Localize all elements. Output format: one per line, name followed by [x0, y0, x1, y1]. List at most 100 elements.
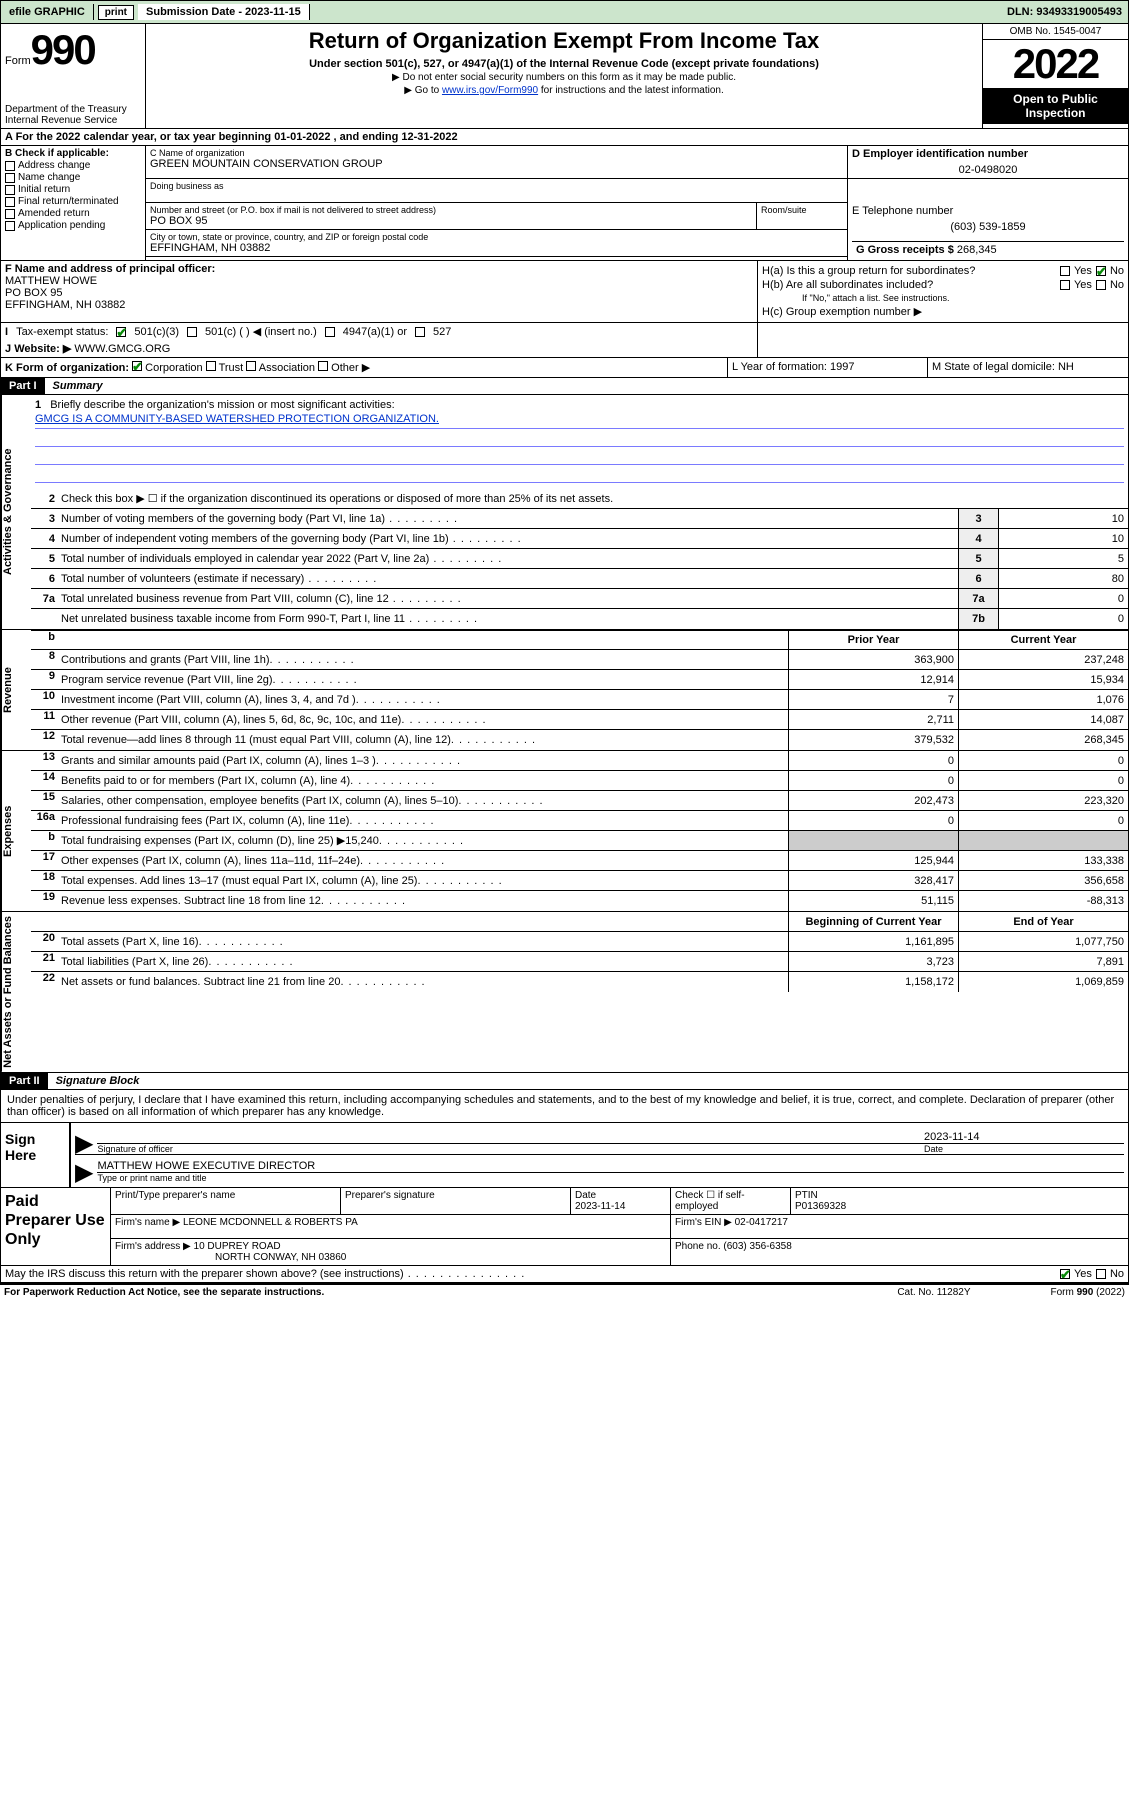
footer-cat: Cat. No. 11282Y — [897, 1287, 970, 1298]
irs-link[interactable]: www.irs.gov/Form990 — [442, 85, 538, 96]
row-k-l-m: K Form of organization: Corporation Trus… — [0, 358, 1129, 378]
sig-date-label: Date — [924, 1144, 1124, 1154]
table-row: 12Total revenue—add lines 8 through 11 (… — [31, 730, 1128, 750]
d-label: D Employer identification number — [852, 148, 1124, 160]
city-label: City or town, state or province, country… — [150, 232, 843, 242]
sig-date: 2023-11-14 — [924, 1131, 1124, 1143]
sig-officer-label: Signature of officer — [97, 1144, 924, 1154]
paid-title: Paid Preparer Use Only — [1, 1188, 111, 1265]
vtab-expenses: Expenses — [1, 751, 31, 911]
chk-corp[interactable] — [132, 361, 142, 371]
chk-final[interactable] — [5, 197, 15, 207]
chk-trust[interactable] — [206, 361, 216, 371]
table-row: 19Revenue less expenses. Subtract line 1… — [31, 891, 1128, 911]
table-row: 17Other expenses (Part IX, column (A), l… — [31, 851, 1128, 871]
table-row: 20Total assets (Part X, line 16)1,161,89… — [31, 932, 1128, 952]
chk-address[interactable] — [5, 161, 15, 171]
table-row: 18Total expenses. Add lines 13–17 (must … — [31, 871, 1128, 891]
firm-name: LEONE MCDONNELL & ROBERTS PA — [183, 1217, 358, 1228]
governance-section: Activities & Governance 1 Briefly descri… — [0, 395, 1129, 630]
section-b-to-g: B Check if applicable: Address change Na… — [0, 146, 1129, 261]
instruction-1: ▶ Do not enter social security numbers o… — [150, 72, 978, 83]
gov-line: 3Number of voting members of the governi… — [31, 509, 1128, 529]
hc-label: H(c) Group exemption number ▶ — [762, 305, 922, 318]
footer: For Paperwork Reduction Act Notice, see … — [0, 1283, 1129, 1300]
col-b-checkboxes: B Check if applicable: Address change Na… — [1, 146, 146, 260]
e-label: E Telephone number — [852, 205, 1124, 217]
prep-date: 2023-11-14 — [575, 1201, 625, 1212]
hb-yes[interactable] — [1060, 280, 1070, 290]
may-no[interactable] — [1096, 1269, 1106, 1279]
officer-name: MATTHEW HOWE — [5, 275, 753, 287]
table-row: 22Net assets or fund balances. Subtract … — [31, 972, 1128, 992]
chk-4947[interactable] — [325, 327, 335, 337]
officer-addr1: PO BOX 95 — [5, 287, 753, 299]
officer-addr2: EFFINGHAM, NH 03882 — [5, 299, 753, 311]
self-emp: Check ☐ if self-employed — [671, 1188, 791, 1214]
ha-no[interactable] — [1096, 266, 1106, 276]
sig-arrow-icon: ▶ — [75, 1134, 93, 1154]
hb-label: H(b) Are all subordinates included? — [762, 279, 1060, 291]
chk-501c[interactable] — [187, 327, 197, 337]
chk-name[interactable] — [5, 173, 15, 183]
may-yes[interactable] — [1060, 1269, 1070, 1279]
prior-year-hdr: Prior Year — [788, 631, 958, 649]
chk-assoc[interactable] — [246, 361, 256, 371]
firm-addr2: NORTH CONWAY, NH 03860 — [115, 1252, 346, 1263]
chk-501c3[interactable] — [116, 327, 126, 337]
firm-addr1: 10 DUPREY ROAD — [194, 1241, 281, 1252]
table-row: 15Salaries, other compensation, employee… — [31, 791, 1128, 811]
may-discuss-row: May the IRS discuss this return with the… — [0, 1266, 1129, 1283]
part2-badge: Part II — [1, 1073, 48, 1089]
revenue-section: Revenue b Prior Year Current Year 8Contr… — [0, 630, 1129, 751]
paid-preparer-block: Paid Preparer Use Only Print/Type prepar… — [0, 1188, 1129, 1266]
gov-line: 6Total number of volunteers (estimate if… — [31, 569, 1128, 589]
gov-line: 7aTotal unrelated business revenue from … — [31, 589, 1128, 609]
form-subtitle: Under section 501(c), 527, or 4947(a)(1)… — [150, 58, 978, 70]
mission-q: Briefly describe the organization's miss… — [50, 399, 394, 411]
table-row: 14Benefits paid to or for members (Part … — [31, 771, 1128, 791]
hb-no[interactable] — [1096, 280, 1106, 290]
beg-year-hdr: Beginning of Current Year — [788, 912, 958, 931]
footer-right: Form 990 (2022) — [1051, 1287, 1125, 1298]
m-state: M State of legal domicile: NH — [928, 358, 1128, 377]
ha-yes[interactable] — [1060, 266, 1070, 276]
perjury-text: Under penalties of perjury, I declare th… — [0, 1090, 1129, 1123]
street: PO BOX 95 — [150, 215, 752, 227]
l-year: L Year of formation: 1997 — [728, 358, 928, 377]
expenses-section: Expenses 13Grants and similar amounts pa… — [0, 751, 1129, 912]
firm-ein: 02-0417217 — [735, 1217, 788, 1228]
gov-line: 5Total number of individuals employed in… — [31, 549, 1128, 569]
submission-date: Submission Date - 2023-11-15 — [138, 4, 310, 20]
chk-amended[interactable] — [5, 209, 15, 219]
chk-527[interactable] — [415, 327, 425, 337]
row-f-h: F Name and address of principal officer:… — [0, 261, 1129, 323]
phone: (603) 539-1859 — [852, 221, 1124, 233]
form-header: Form990 Department of the Treasury Inter… — [0, 24, 1129, 129]
form-word: Form — [5, 55, 31, 67]
dba-label: Doing business as — [150, 181, 843, 191]
tax-year: 2022 — [983, 40, 1128, 88]
row-i-j: I Tax-exempt status: 501(c)(3) 501(c) ( … — [0, 323, 1129, 358]
current-year-hdr: Current Year — [958, 631, 1128, 649]
mission-text[interactable]: GMCG IS A COMMUNITY-BASED WATERSHED PROT… — [35, 413, 439, 425]
table-row: 16aProfessional fundraising fees (Part I… — [31, 811, 1128, 831]
chk-initial[interactable] — [5, 185, 15, 195]
j-letter: J — [5, 343, 11, 355]
part2-header: Part II Signature Block — [0, 1073, 1129, 1090]
sign-here-block: Sign Here ▶ Signature of officer 2023-11… — [0, 1123, 1129, 1188]
part1-badge: Part I — [1, 378, 45, 394]
g-label: G Gross receipts $ — [856, 244, 954, 256]
hb-note: If "No," attach a list. See instructions… — [762, 293, 1124, 303]
vtab-governance: Activities & Governance — [1, 395, 31, 629]
gov-line: 4Number of independent voting members of… — [31, 529, 1128, 549]
part2-title: Signature Block — [48, 1073, 148, 1089]
chk-other[interactable] — [318, 361, 328, 371]
room-label: Room/suite — [761, 205, 843, 215]
k-label: K Form of organization: — [5, 362, 129, 374]
ein: 02-0498020 — [852, 164, 1124, 176]
gov-line: 2Check this box ▶ ☐ if the organization … — [31, 489, 1128, 509]
col-b-title: B Check if applicable: — [5, 148, 141, 159]
chk-pending[interactable] — [5, 221, 15, 231]
print-button[interactable]: print — [98, 5, 134, 20]
